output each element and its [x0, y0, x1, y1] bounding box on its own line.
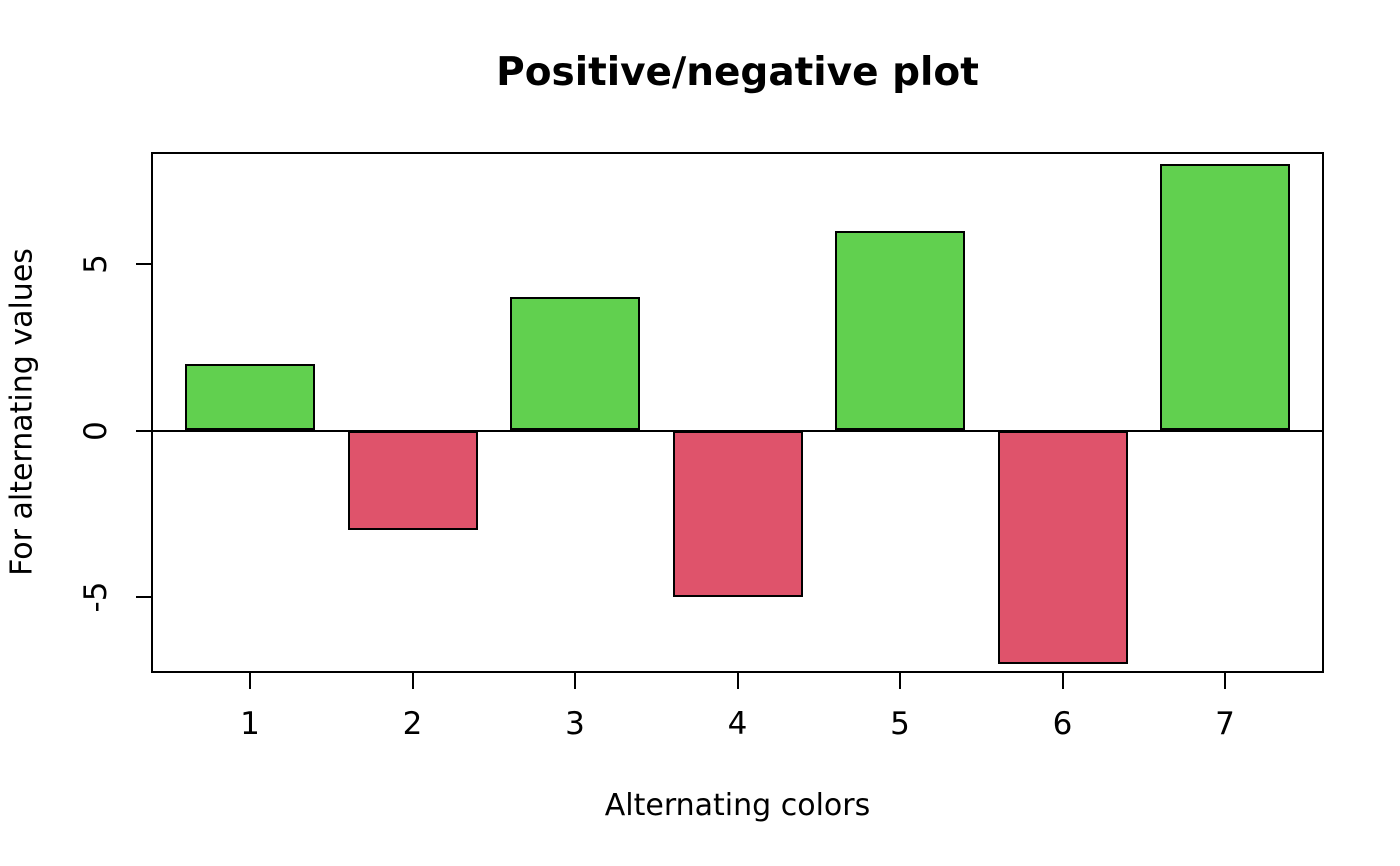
- bar-category-3: [510, 297, 640, 431]
- x-axis-title: Alternating colors: [604, 788, 871, 823]
- x-tick-label-3: 3: [565, 706, 585, 742]
- y-tick-label-text: 5: [78, 254, 114, 274]
- bar-category-2: [347, 430, 478, 531]
- x-tick-label-5: 5: [890, 706, 910, 742]
- x-tick-mark-5: [899, 673, 901, 689]
- y-tick-mark-5: [136, 263, 152, 266]
- bar-category-7: [1160, 164, 1290, 431]
- chart-title: Positive/negative plot: [496, 50, 979, 95]
- x-tick-mark-7: [1224, 673, 1226, 689]
- y-axis-title-text: For alternating values: [4, 248, 40, 576]
- bar-category-4: [672, 430, 803, 597]
- x-tick-mark-3: [574, 673, 576, 689]
- y-tick-label-text: -5: [78, 581, 114, 613]
- x-tick-label-7: 7: [1215, 706, 1235, 742]
- y-tick-mark--5: [136, 595, 152, 598]
- bar-category-5: [835, 230, 965, 431]
- plot-area: [152, 153, 1323, 672]
- y-tick-label-text: 0: [78, 420, 114, 441]
- x-tick-label-1: 1: [240, 706, 260, 742]
- x-tick-mark-6: [1061, 673, 1064, 689]
- x-tick-mark-1: [249, 673, 251, 689]
- x-tick-label-2: 2: [402, 706, 423, 742]
- x-tick-label-4: 4: [727, 706, 748, 742]
- bar-category-6: [997, 430, 1128, 664]
- x-tick-label-6: 6: [1052, 706, 1073, 742]
- y-tick-mark-0: [136, 429, 152, 432]
- x-tick-mark-4: [736, 673, 739, 689]
- zero-axis-line: [152, 429, 1323, 432]
- bar-category-1: [185, 363, 315, 431]
- x-tick-mark-2: [411, 673, 414, 689]
